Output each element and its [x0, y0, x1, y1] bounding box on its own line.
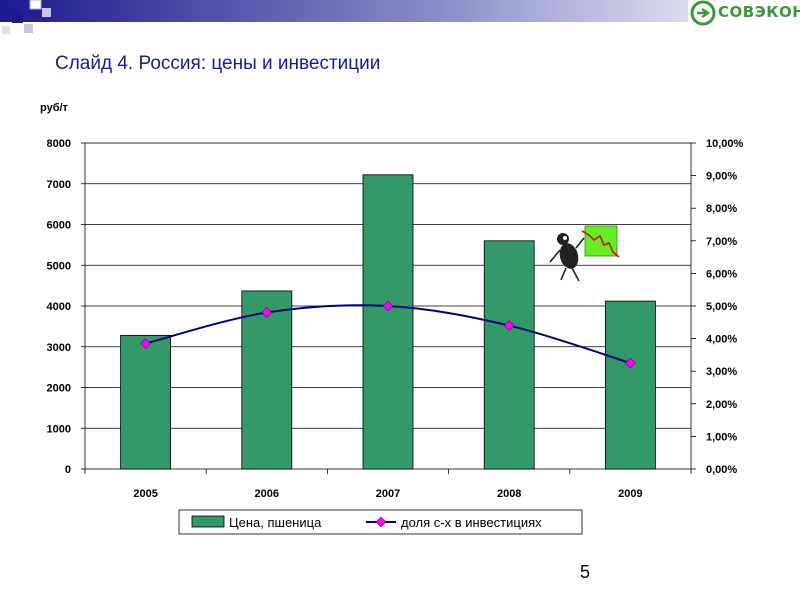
line-point	[625, 357, 636, 369]
legend: Цена, пшеница доля с-х в инвестициях	[178, 509, 583, 535]
logo-text: СОВЭКОН	[718, 3, 800, 21]
y-axis-label: руб/т	[40, 102, 69, 114]
bar	[605, 300, 656, 470]
line-point	[140, 338, 151, 349]
y-tick-label: 2000	[47, 383, 71, 395]
x-tick-label: 2009	[618, 488, 642, 500]
company-logo: СОВЭКОН	[688, 0, 800, 28]
bar	[483, 240, 535, 470]
falling-chart-clipart	[549, 225, 620, 282]
y2-tick-label: 8,00%	[706, 203, 737, 215]
legend-swatch-bar	[191, 515, 225, 528]
legend-label-bars: Цена, пшеница	[229, 515, 322, 530]
line-point	[503, 320, 515, 331]
y2-tick-label: 7,00%	[706, 236, 737, 248]
y2-tick-label: 10,00%	[706, 138, 744, 150]
line-point	[261, 307, 273, 318]
y2-tick-label: 4,00%	[706, 334, 737, 346]
x-tick-label: 2005	[133, 488, 157, 500]
y2-tick-label: 5,00%	[706, 301, 737, 313]
y2-tick-label: 2,00%	[706, 399, 737, 411]
bar	[241, 290, 293, 470]
y-tick-label: 0	[65, 464, 71, 476]
y-tick-label: 6000	[47, 220, 71, 232]
y-tick-label: 5000	[47, 260, 71, 272]
bar	[120, 334, 171, 470]
page-number: 5	[580, 562, 591, 582]
legend-swatch-marker	[375, 516, 387, 528]
header-band	[0, 0, 800, 34]
legend-label-line: доля с-х в инвестициях	[401, 515, 542, 530]
y2-tick-label: 0,00%	[706, 464, 737, 476]
y-tick-label: 7000	[47, 179, 71, 191]
x-tick-label: 2008	[497, 488, 521, 500]
y2-tick-label: 6,00%	[706, 268, 737, 280]
y2-tick-label: 9,00%	[706, 171, 737, 183]
bar	[362, 174, 414, 470]
y2-tick-label: 3,00%	[706, 366, 737, 378]
y2-tick-label: 1,00%	[706, 431, 737, 443]
line-point	[382, 300, 394, 312]
logo-icon	[690, 0, 716, 26]
y-tick-label: 4000	[47, 301, 71, 313]
slide-title: Слайд 4. Россия: цены и инвестиции	[55, 53, 381, 74]
x-tick-label: 2006	[255, 488, 279, 500]
y-tick-label: 8000	[47, 138, 71, 150]
header-squares-decoration	[2, 0, 51, 34]
x-tick-label: 2007	[376, 488, 400, 500]
y-tick-label: 3000	[47, 342, 71, 354]
y-tick-label: 1000	[47, 423, 71, 435]
